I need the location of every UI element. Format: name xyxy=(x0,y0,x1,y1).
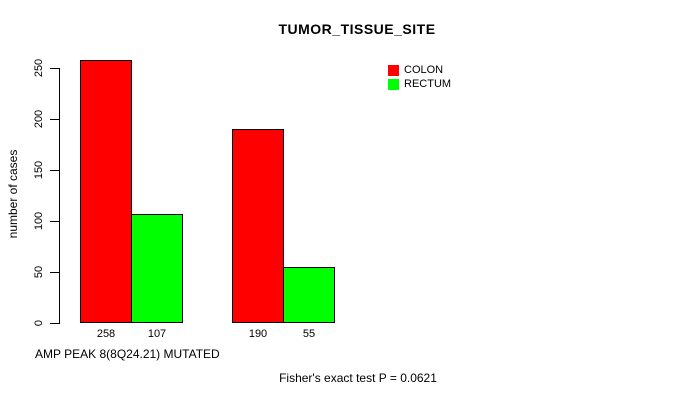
bar-colon-group1 xyxy=(80,60,132,323)
chart-title: TUMOR_TISSUE_SITE xyxy=(278,21,436,37)
legend: COLON RECTUM xyxy=(388,65,451,91)
bar-value-label: 258 xyxy=(96,328,116,340)
stats-footnote: Fisher's exact test P = 0.0621 xyxy=(279,371,437,385)
y-tick xyxy=(50,68,59,69)
x-axis-caption: AMP PEAK 8(8Q24.21) MUTATED xyxy=(35,347,220,361)
bar-rectum-group1 xyxy=(131,214,183,323)
legend-item-colon: COLON xyxy=(388,65,451,76)
bar-rectum-group2 xyxy=(283,267,335,323)
legend-label: RECTUM xyxy=(404,78,452,90)
y-axis-line xyxy=(59,68,60,324)
legend-label: COLON xyxy=(404,64,444,76)
legend-swatch-icon xyxy=(388,79,399,90)
y-tick-label: 200 xyxy=(33,109,45,129)
y-tick-label: 50 xyxy=(33,265,45,279)
y-tick-label: 0 xyxy=(33,319,45,327)
y-tick-label: 250 xyxy=(33,58,45,78)
bar-colon-group2 xyxy=(232,129,284,323)
legend-swatch-icon xyxy=(388,65,399,76)
bar-value-label: 55 xyxy=(302,328,316,340)
y-tick xyxy=(50,119,59,120)
bar-value-label: 190 xyxy=(248,328,268,340)
y-tick xyxy=(50,170,59,171)
y-tick xyxy=(50,323,59,324)
bar-value-label: 107 xyxy=(147,328,167,340)
y-tick-label: 100 xyxy=(33,211,45,231)
y-tick xyxy=(50,221,59,222)
y-tick-label: 150 xyxy=(33,160,45,180)
legend-item-rectum: RECTUM xyxy=(388,79,451,90)
y-tick xyxy=(50,272,59,273)
